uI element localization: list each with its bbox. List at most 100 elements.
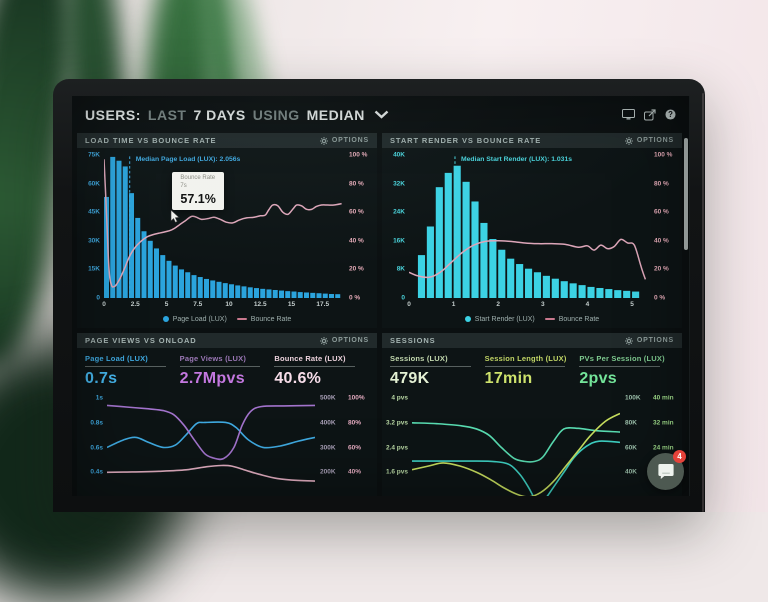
series-line: [412, 413, 620, 496]
legend-dot-marker: [162, 316, 169, 322]
y-axis-right: 500K 100% 400K 80% 300K 60% 200K 40%: [315, 395, 377, 496]
y-axis-left: 4 pvs 3.2 pvs 2.4 pvs 1.6 pvs: [382, 395, 412, 496]
series-line: [412, 441, 620, 496]
line-chart: 4 pvs 3.2 pvs 2.4 pvs 1.6 pvs 100K 40 min 80K…: [382, 395, 682, 496]
chevron-down-icon[interactable]: [374, 110, 389, 119]
x-tick: 10: [225, 301, 233, 308]
y-tick-pair: 100K 40 min: [625, 395, 682, 402]
series-line: [107, 405, 315, 459]
y-tick: 60%: [348, 444, 362, 452]
y-tick: 4 pvs: [391, 394, 408, 402]
series-line: [107, 422, 315, 448]
y-tick: 3.2 pvs: [385, 419, 408, 427]
metric-label: PVs Per Session (LUX): [579, 354, 665, 363]
metric-value: 0.7s: [85, 370, 118, 387]
y-tick: 45K: [88, 208, 100, 216]
y-tick: 1s: [95, 394, 103, 402]
metric: Session Length (LUX) 17min: [484, 354, 580, 395]
median-annotation: Median Page Load (LUX): 2.056s: [135, 156, 241, 163]
metric-value: 17min: [484, 370, 533, 387]
x-tick: 7.5: [193, 301, 203, 308]
y-tick: 0: [96, 294, 100, 302]
y-axis-right: 100 % 80 % 60 % 40 % 20 % 0 %: [649, 152, 682, 302]
users-period-dropdown[interactable]: USERS: LAST 7 DAYS USING MEDIAN: [85, 107, 365, 123]
x-tick: 5: [630, 301, 634, 308]
y-tick: 100K: [625, 394, 641, 402]
monitor-bezel: USERS: LAST 7 DAYS USING MEDIAN ? LOAD TIME …: [53, 79, 705, 512]
x-tick: 2: [496, 301, 501, 308]
help-icon[interactable]: ?: [665, 109, 676, 120]
display-icon[interactable]: [622, 109, 635, 120]
scrollbar-thumb[interactable]: [684, 138, 688, 250]
header-icon-group: ?: [622, 108, 676, 121]
y-tick: 75K: [88, 151, 100, 159]
x-tick: 0: [407, 301, 411, 308]
legend-item: Start Render (LUX): [464, 316, 535, 323]
plot-area: Median Start Render (LUX): 1.031s: [409, 155, 649, 298]
metric-label: Session Length (LUX): [484, 354, 567, 363]
y-tick: 15K: [88, 265, 100, 273]
metric: Page Load (LUX) 0.7s: [85, 354, 180, 395]
y-tick: 60K: [625, 444, 637, 452]
metric-value: 2pvs: [579, 370, 617, 387]
y-tick: 100 %: [349, 151, 368, 159]
legend-item: Bounce Rate: [236, 316, 291, 323]
metrics-row: Page Load (LUX) 0.7s Page Views (LUX) 2.7Mp…: [77, 348, 377, 395]
series-line: [412, 423, 620, 462]
panel-options-button[interactable]: OPTIONS: [624, 336, 674, 345]
y-axis-left: 1s 0.8s 0.6s 0.4s: [77, 395, 107, 496]
y-tick: 1.6 pvs: [385, 468, 408, 476]
metric: Sessions (LUX) 479K: [390, 354, 485, 395]
legend: Page Load (LUX) Bounce Rate: [77, 310, 377, 328]
bars: [104, 156, 341, 298]
chat-widget-button[interactable]: 4: [647, 450, 686, 490]
title-segment: USING: [252, 106, 300, 123]
y-tick: 0 %: [349, 294, 361, 302]
y-tick: 80%: [348, 419, 362, 427]
panel-title: SESSIONS: [390, 336, 436, 345]
bar-chart: 40K 32K 24K 16K 8K 0 Median Start Render (LUX…: [382, 148, 682, 328]
legend-label: Page Load (LUX): [172, 315, 227, 323]
y-tick-pair: 40K: [625, 469, 682, 476]
tooltip-series: Bounce Rate: [180, 175, 216, 182]
y-tick: 400K: [320, 419, 336, 427]
metric: PVs Per Session (LUX) 2pvs: [579, 354, 674, 395]
title-segment: MEDIAN: [306, 106, 365, 123]
plot-area: [412, 395, 620, 496]
y-tick-pair: 300K 60%: [320, 444, 377, 451]
dashboard-screen: USERS: LAST 7 DAYS USING MEDIAN ? LOAD TIME …: [72, 96, 690, 496]
x-tick: 12.5: [253, 301, 267, 308]
panel-grid: LOAD TIME VS BOUNCE RATE OPTIONS 75K 60K 4…: [77, 133, 682, 496]
y-tick-pair: 60K 24 min: [625, 444, 682, 451]
title-segment: USERS:: [85, 106, 141, 123]
panel-options-button[interactable]: OPTIONS: [319, 136, 369, 145]
panel-start-render-vs-bounce-rate: START RENDER VS BOUNCE RATE OPTIONS 40K 3…: [382, 133, 682, 328]
x-tick: 17.5: [316, 301, 330, 308]
cursor-icon: [171, 209, 181, 223]
y-tick: 100%: [348, 394, 365, 402]
panel-sessions: SESSIONS OPTIONS Sessions (LUX) 479K Sessi…: [382, 333, 682, 496]
panel-options-button[interactable]: OPTIONS: [319, 336, 369, 345]
y-tick: 80K: [625, 419, 637, 427]
y-tick: 20 %: [654, 265, 669, 273]
y-tick: 20 %: [349, 265, 364, 273]
y-tick: 60 %: [654, 208, 669, 216]
chat-bubble-icon: [657, 464, 674, 479]
panel-options-button[interactable]: OPTIONS: [624, 136, 674, 145]
y-tick: 2.4 pvs: [385, 444, 408, 452]
metric: Bounce Rate (LUX) 40.6%: [274, 354, 369, 395]
x-tick: 15: [287, 301, 296, 308]
app-header: USERS: LAST 7 DAYS USING MEDIAN ?: [72, 96, 689, 133]
share-icon[interactable]: [644, 108, 656, 121]
legend-item: Bounce Rate: [544, 316, 599, 323]
y-tick: 24 min: [653, 444, 674, 452]
x-tick: 0: [102, 301, 106, 308]
y-tick: 40 min: [653, 394, 674, 402]
y-tick: 0 %: [654, 294, 666, 302]
bar-chart: 75K 60K 45K 30K 15K 0 Median Page Load (LUX):…: [77, 148, 377, 328]
metric-underline: [179, 366, 261, 367]
tooltip-bucket: 7s: [180, 182, 187, 189]
y-tick: 0: [401, 294, 405, 302]
gear-icon: [319, 336, 328, 345]
y-tick: 0.4s: [90, 468, 103, 476]
